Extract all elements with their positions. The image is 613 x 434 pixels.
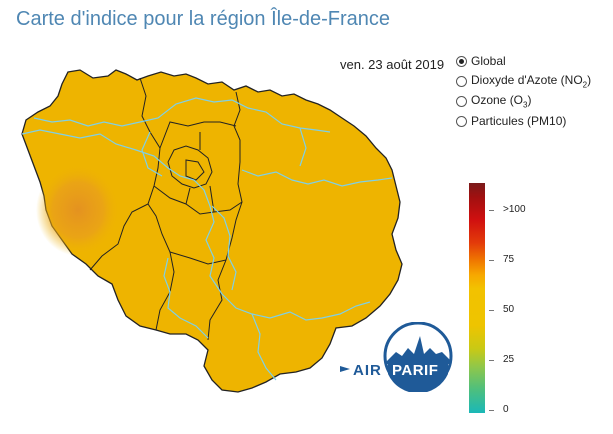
svg-text:AIR: AIR [353, 362, 382, 379]
scale-tick [489, 410, 494, 411]
rivers [21, 97, 393, 381]
airparif-logo: AIR PARIF [340, 322, 453, 392]
pollution-hotspot [36, 164, 120, 256]
radio-button[interactable] [456, 75, 467, 87]
pollutant-label: Global [471, 54, 506, 68]
svg-text:PARIF: PARIF [392, 362, 438, 379]
date-label: ven. 23 août 2019 [340, 57, 445, 72]
scale-tick-label: 25 [503, 354, 515, 365]
pollutant-label: Ozone (O3) [471, 92, 532, 110]
scale-tick [489, 210, 494, 211]
pollutant-option-0[interactable]: Global [456, 51, 591, 71]
page-title: Carte d'indice pour la région Île-de-Fra… [16, 8, 391, 30]
pollutant-options: Global Dioxyde d'Azote (NO2) Ozone (O3) Par… [456, 51, 591, 131]
scale-tick [489, 310, 494, 311]
pollutant-option-1[interactable]: Dioxyde d'Azote (NO2) [456, 71, 591, 91]
radio-button[interactable] [456, 95, 467, 107]
scale-tick [489, 360, 494, 361]
pollutant-label: Particules (PM10) [471, 114, 567, 128]
scale-tick-label: 75 [503, 254, 515, 265]
scale-tick [489, 260, 494, 261]
radio-button[interactable] [456, 115, 467, 127]
pollutant-option-3[interactable]: Particules (PM10) [456, 111, 591, 131]
scale-tick-label: 0 [503, 404, 509, 415]
pollutant-label: Dioxyde d'Azote (NO2) [471, 72, 592, 90]
pollutant-option-2[interactable]: Ozone (O3) [456, 91, 591, 111]
department-borders [89, 77, 243, 341]
index-color-scale [469, 183, 485, 413]
scale-tick-label: 50 [503, 304, 515, 315]
radio-button[interactable] [456, 55, 467, 67]
scale-tick-label: >100 [503, 204, 526, 215]
